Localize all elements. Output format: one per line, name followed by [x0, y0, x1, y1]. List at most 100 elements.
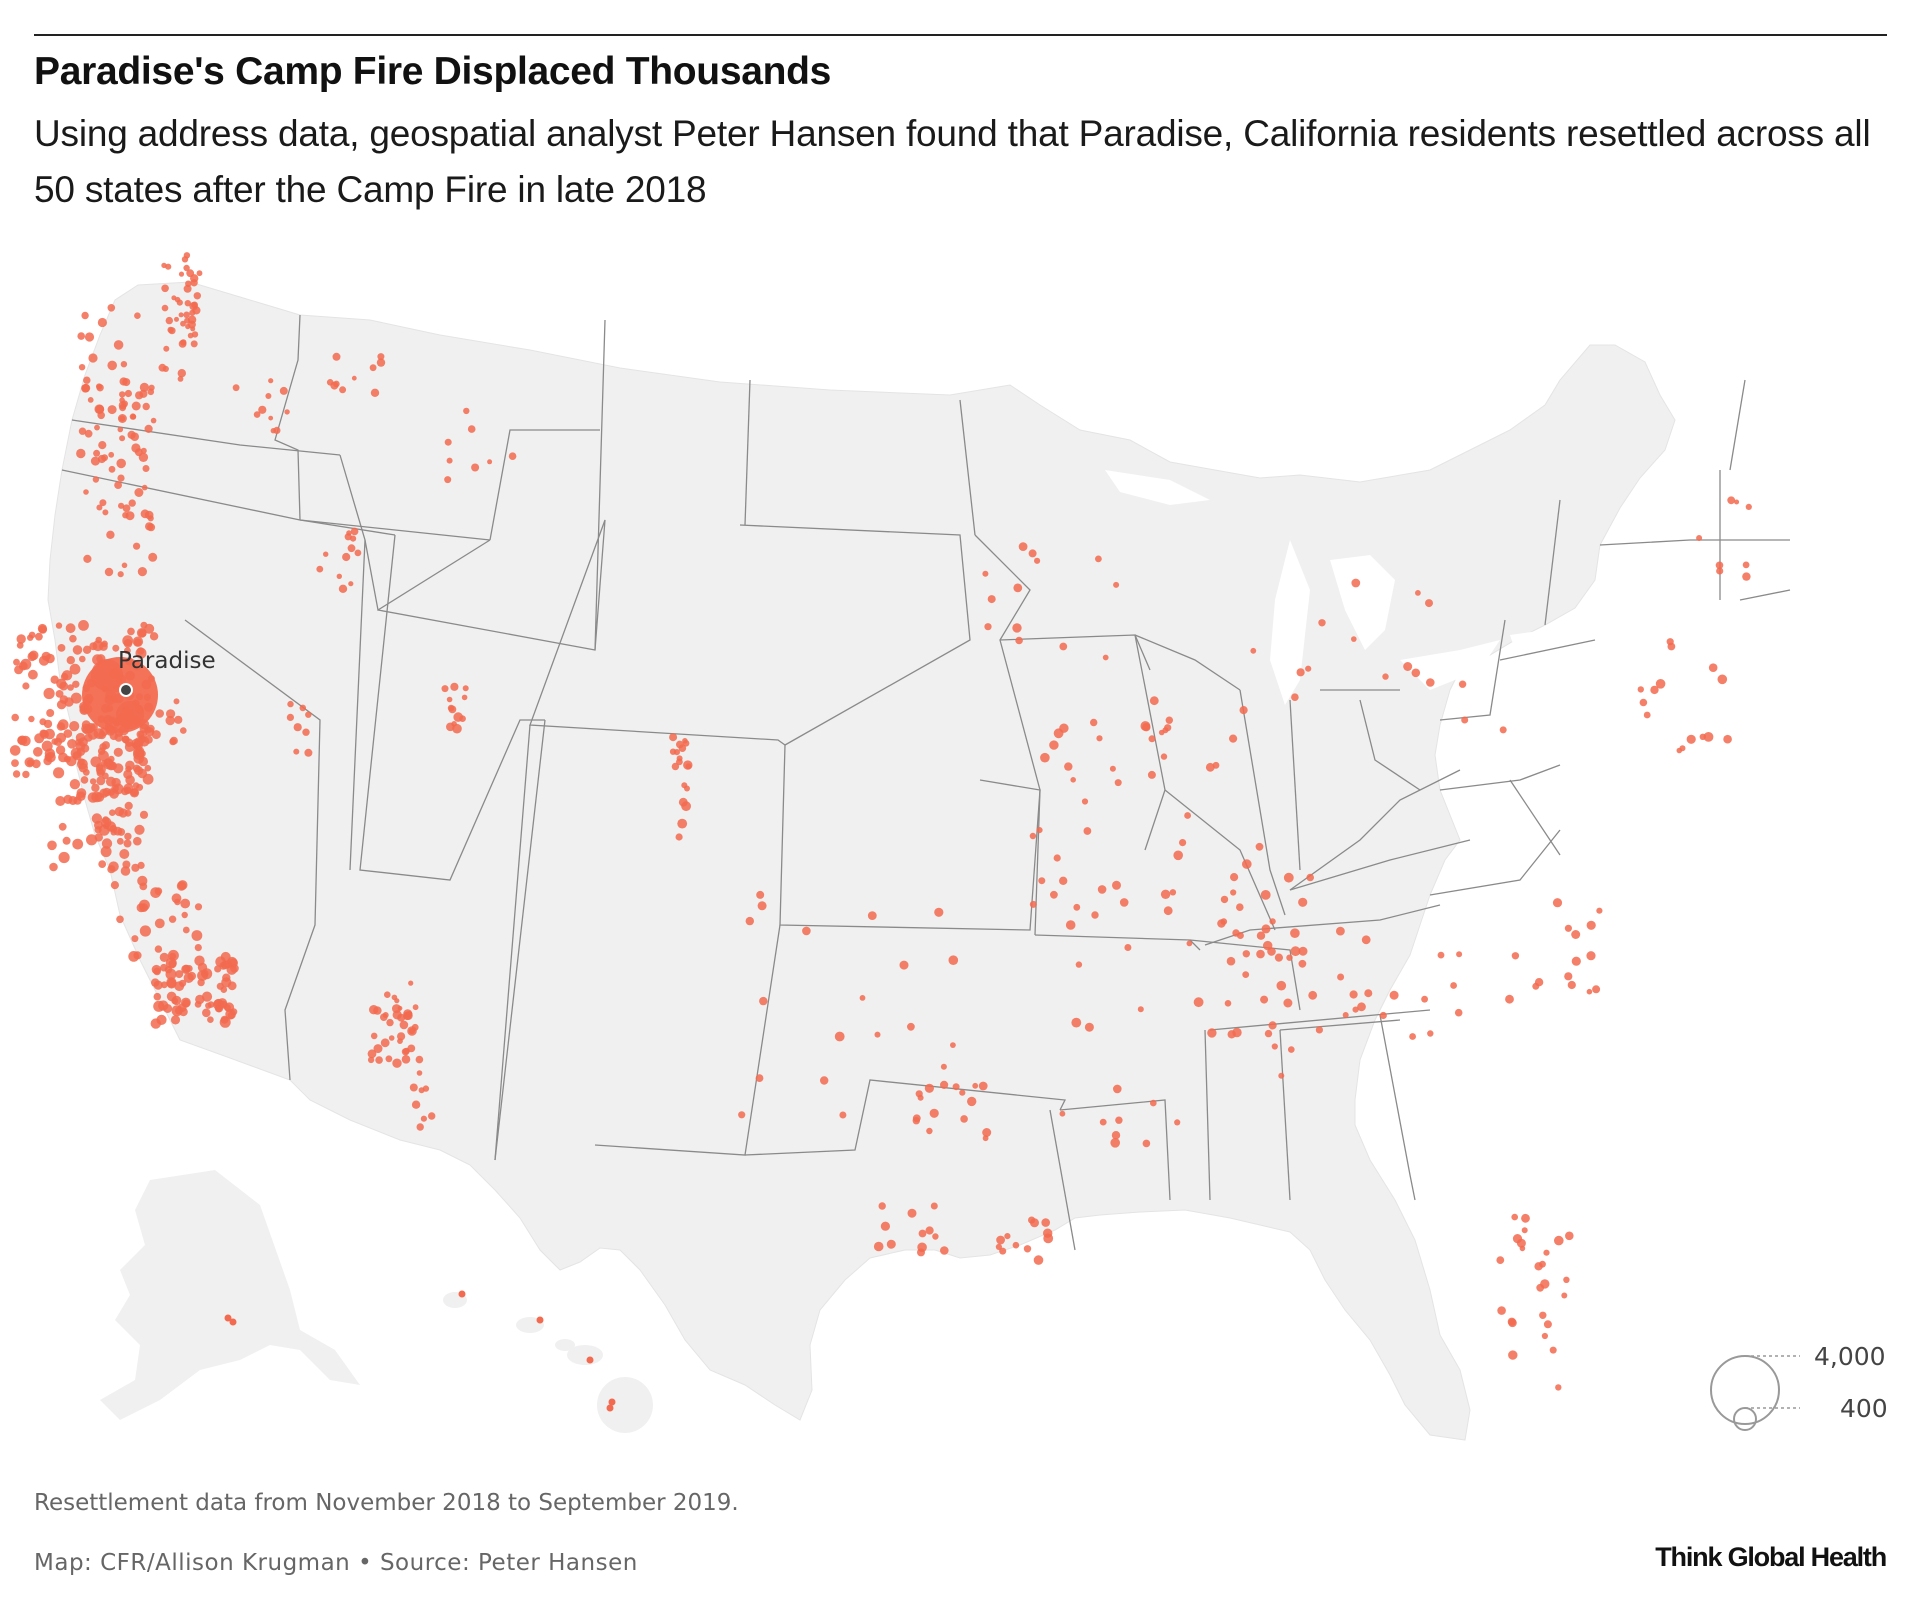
resettlement-dot-881 [1716, 567, 1724, 575]
resettlement-dot-924 [1278, 1072, 1285, 1079]
resettlement-dot-94 [58, 752, 68, 763]
resettlement-dot-240 [113, 747, 123, 757]
resettlement-dot-249 [96, 776, 106, 786]
resettlement-dot-126 [20, 658, 32, 670]
resettlement-dot-946 [608, 1398, 616, 1406]
resettlement-dot-324 [148, 384, 155, 391]
resettlement-dot-509 [180, 898, 191, 909]
resettlement-dot-335 [97, 317, 107, 328]
resettlement-dot-844 [984, 623, 992, 631]
resettlement-dot-286 [92, 476, 100, 483]
resettlement-dot-581 [316, 565, 324, 573]
resettlement-dot-140 [60, 673, 69, 681]
resettlement-dot-502 [168, 915, 177, 923]
resettlement-dot-303 [96, 384, 104, 392]
resettlement-dot-843 [1095, 555, 1102, 563]
resettlement-dot-723 [1496, 1256, 1505, 1264]
resettlement-dot-461 [150, 1018, 161, 1029]
resettlement-dot-410 [265, 393, 272, 399]
resettlement-dot-666 [676, 758, 683, 766]
resettlement-dot-233 [134, 737, 144, 747]
resettlement-dot-463 [201, 991, 213, 1002]
state-border-4 [339, 454, 491, 612]
resettlement-dot-834 [1179, 839, 1187, 847]
resettlement-dot-683 [926, 1127, 933, 1135]
resettlement-dot-284 [83, 489, 89, 495]
resettlement-dot-104 [133, 638, 142, 647]
resettlement-dot-872 [1666, 638, 1674, 646]
resettlement-dot-734 [1242, 950, 1251, 958]
state-border-12 [494, 724, 531, 1161]
resettlement-dot-387 [193, 292, 201, 300]
resettlement-dot-555 [304, 748, 313, 757]
resettlement-dot-652 [683, 760, 693, 770]
resettlement-dot-788 [1230, 873, 1239, 882]
resettlement-dot-565 [326, 379, 334, 386]
resettlement-dot-746 [1349, 990, 1358, 999]
us-landmass [47, 281, 1676, 1441]
resettlement-dot-690 [918, 1229, 927, 1238]
resettlement-dot-744 [1232, 929, 1240, 937]
resettlement-dot-722 [1521, 1227, 1528, 1234]
resettlement-dot-749 [1315, 1026, 1323, 1034]
resettlement-dot-917 [1097, 885, 1107, 894]
resettlement-dot-76 [67, 684, 74, 691]
resettlement-dot-901 [834, 1031, 845, 1042]
resettlement-dot-825 [1049, 740, 1059, 750]
resettlement-dot-225 [62, 836, 71, 845]
resettlement-dot-589 [508, 452, 517, 461]
state-border-24 [1049, 1109, 1076, 1251]
state-border-43 [1599, 539, 1720, 546]
state-border-25 [1059, 1099, 1171, 1201]
resettlement-dot-402 [183, 284, 192, 293]
resettlement-dot-309 [121, 562, 128, 569]
resettlement-dot-847 [1028, 549, 1037, 558]
resettlement-dot-361 [178, 312, 184, 318]
resettlement-dot-854 [1415, 590, 1421, 596]
resettlement-dot-409 [268, 415, 274, 421]
resettlement-dot-254 [102, 772, 109, 780]
resettlement-dot-567 [339, 386, 347, 394]
resettlement-dot-876 [1643, 711, 1651, 719]
state-border-45 [1729, 379, 1746, 471]
resettlement-dot-266 [75, 732, 86, 743]
resettlement-dot-109 [28, 715, 35, 723]
resettlement-dot-155 [33, 747, 43, 757]
resettlement-dot-75 [69, 721, 80, 732]
resettlement-dot-647 [418, 1087, 425, 1094]
resettlement-dot-67 [138, 756, 148, 767]
resettlement-dot-831 [1114, 779, 1122, 787]
resettlement-dot-603 [441, 685, 449, 693]
resettlement-dot-929 [1150, 1099, 1157, 1107]
resettlement-dot-797 [1564, 924, 1572, 932]
resettlement-dot-709 [1543, 1249, 1550, 1256]
state-border-39 [1499, 639, 1596, 661]
resettlement-dot-300 [131, 443, 141, 453]
state-border-13 [739, 524, 971, 746]
resettlement-dot-911 [1038, 877, 1046, 885]
resettlement-dot-808 [1064, 762, 1073, 771]
resettlement-dot-84 [69, 634, 77, 643]
resettlement-dot-855 [1411, 668, 1421, 678]
resettlement-dot-940 [1142, 1139, 1151, 1148]
resettlement-dot-250 [77, 758, 88, 770]
resettlement-dot-493 [202, 1008, 211, 1018]
resettlement-dot-312 [99, 499, 107, 507]
resettlement-dot-900 [867, 911, 877, 920]
resettlement-dot-116 [45, 653, 55, 664]
resettlement-dot-853 [1351, 578, 1361, 588]
resettlement-dot-805 [1505, 994, 1514, 1004]
state-border-31 [1209, 1009, 1431, 1031]
resettlement-dot-163 [80, 776, 89, 784]
resettlement-dot-658 [684, 785, 690, 792]
resettlement-dot-153 [146, 724, 155, 733]
resettlement-dot-323 [106, 530, 115, 539]
state-border-1 [71, 419, 341, 456]
resettlement-dot-641 [391, 994, 398, 1001]
resettlement-dot-520 [117, 828, 126, 836]
resettlement-dot-265 [97, 747, 106, 755]
resettlement-dot-793 [1567, 980, 1576, 990]
resettlement-dot-905 [802, 926, 811, 936]
resettlement-dot-762 [1286, 954, 1293, 961]
resettlement-dot-912 [1112, 880, 1121, 890]
